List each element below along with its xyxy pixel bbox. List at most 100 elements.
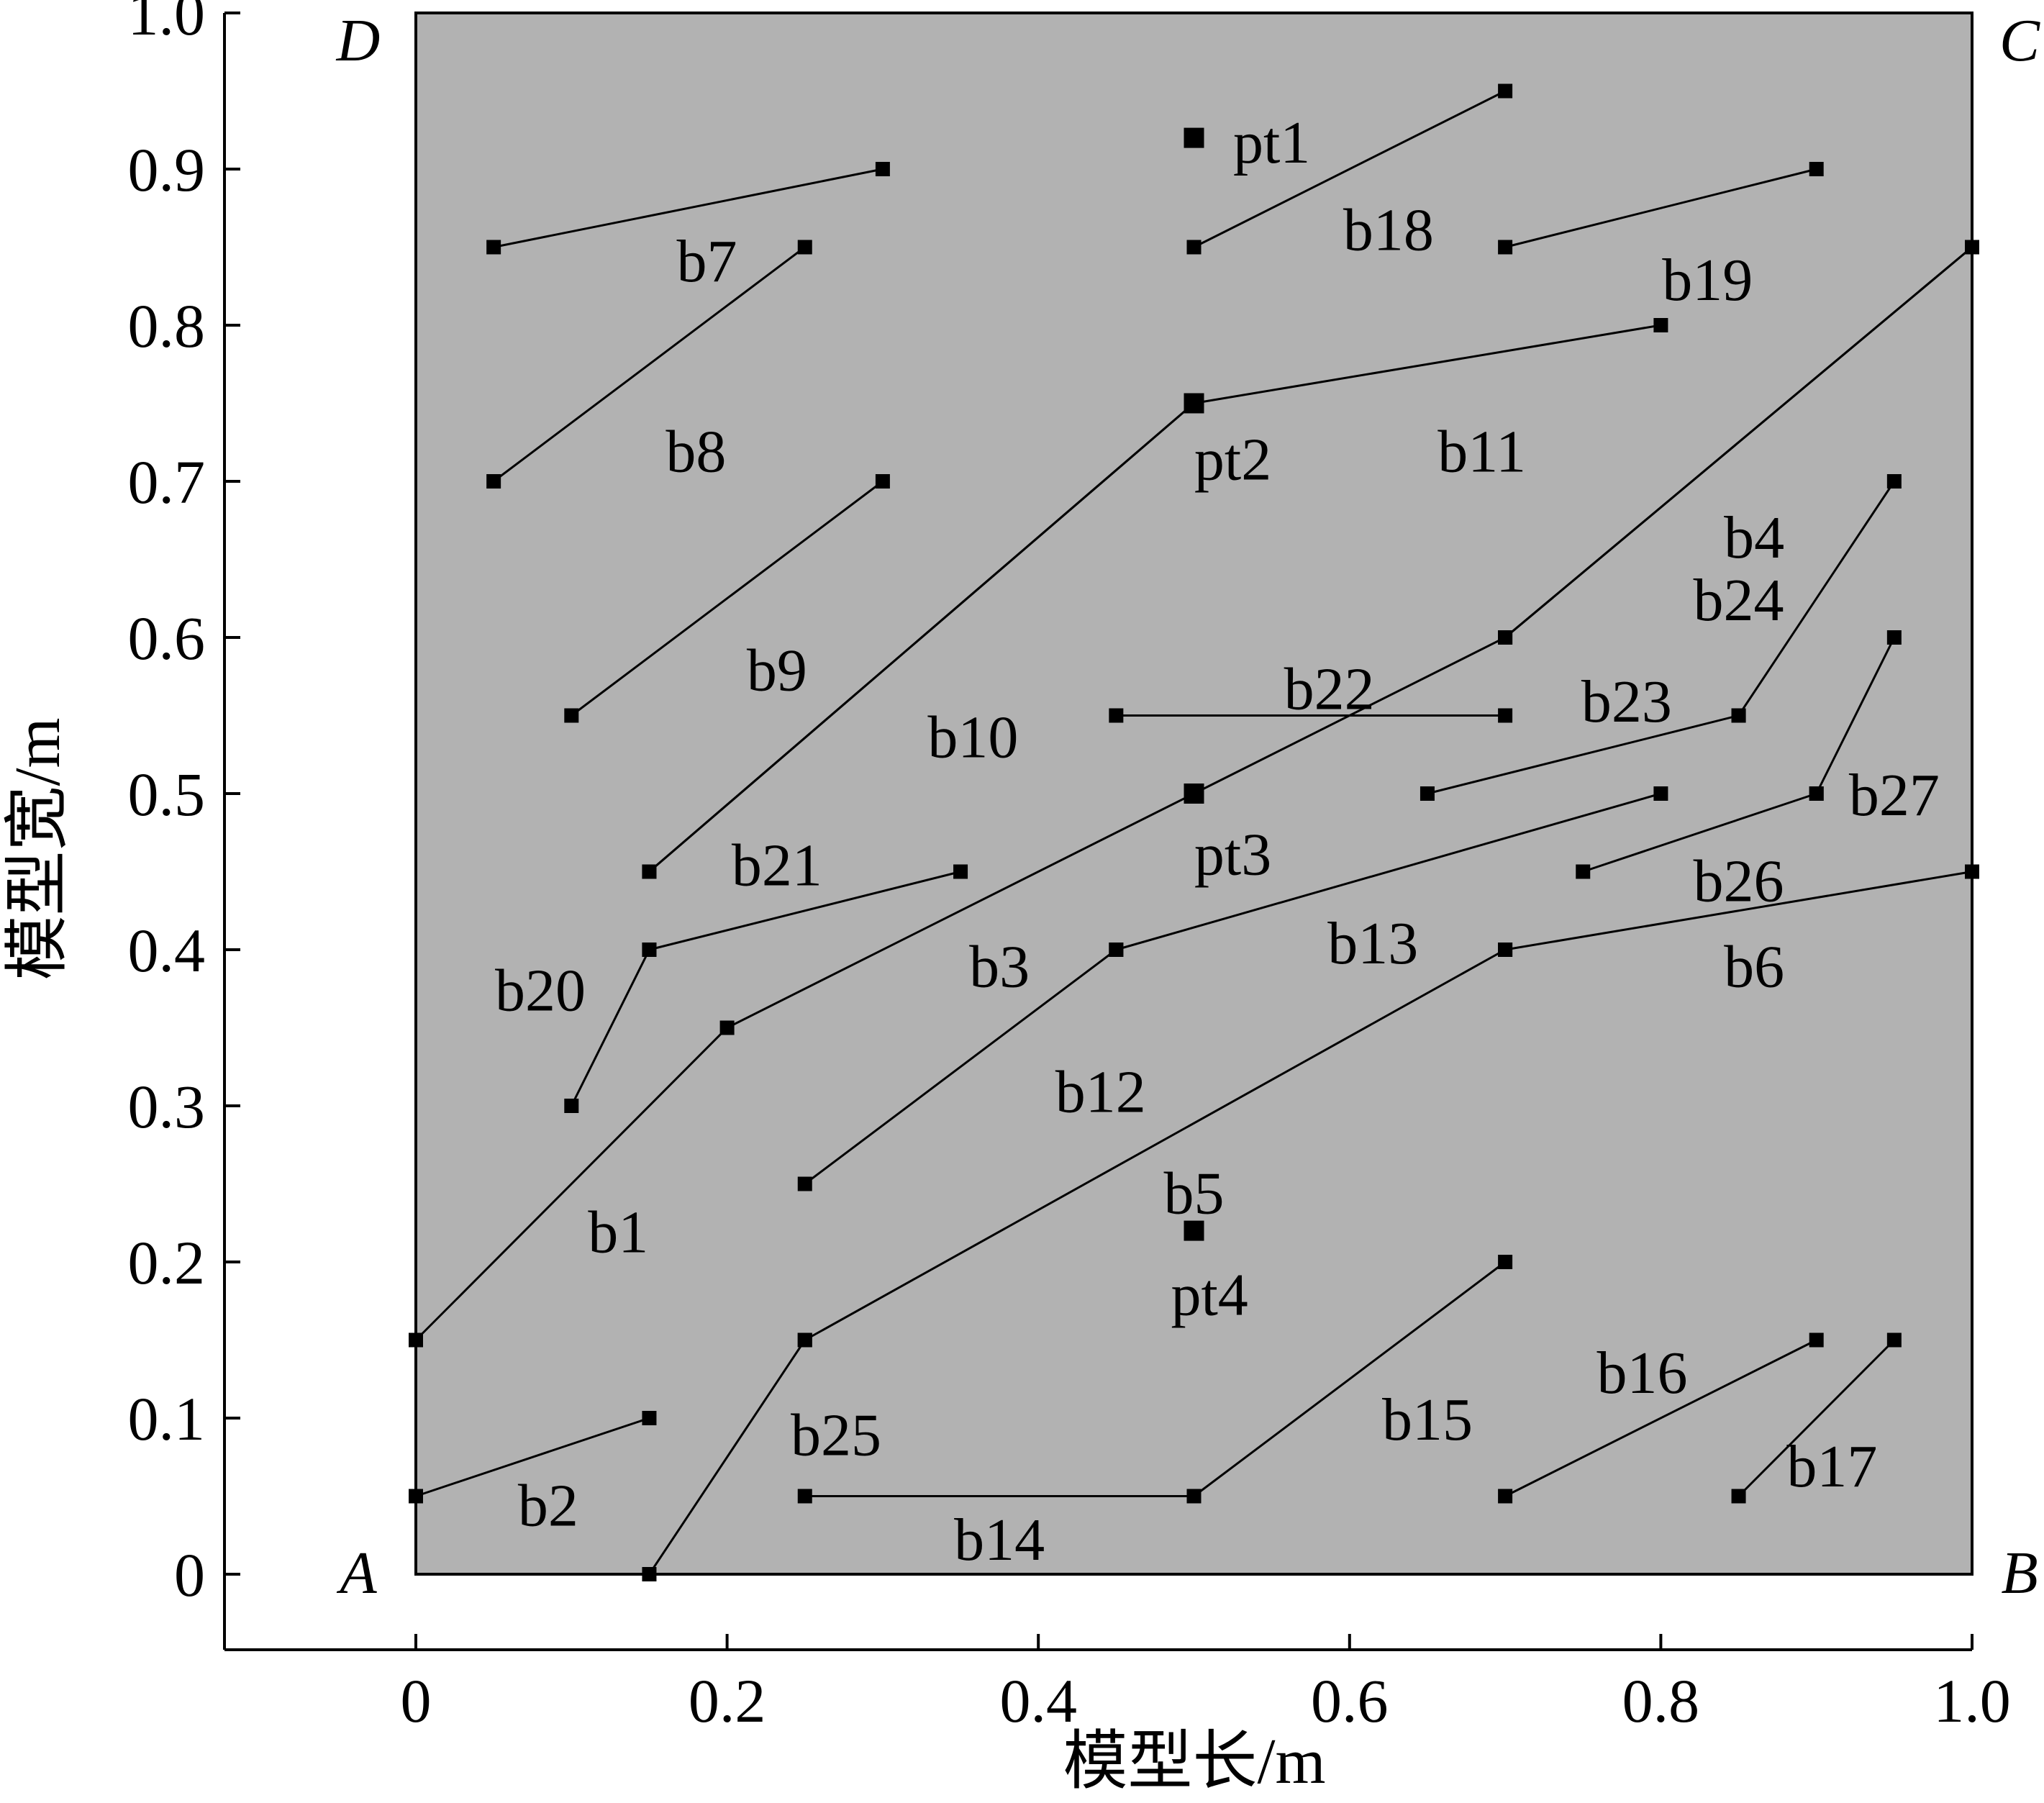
segment-b4 <box>1504 246 1973 639</box>
label-b5: b5 <box>1164 1160 1225 1227</box>
segment-b9 <box>571 480 884 717</box>
y-tick-label-0-1: 0.1 <box>128 1384 206 1453</box>
label-b25: b25 <box>791 1402 881 1469</box>
segment-b7-vertex-1 <box>875 162 890 176</box>
label-b12: b12 <box>1055 1058 1146 1125</box>
point-pt3 <box>1184 784 1204 804</box>
segment-b16 <box>1504 1339 1817 1497</box>
segment-b1-vertex-1 <box>719 1020 735 1035</box>
segment-b24 <box>1738 481 1896 717</box>
segment-b8-vertex-1 <box>797 240 812 255</box>
segment-b11 <box>1194 324 1661 404</box>
label-b22: b22 <box>1284 655 1375 722</box>
segment-b23-vertex-0 <box>1420 786 1435 801</box>
segment-b23 <box>1427 714 1739 795</box>
segment-b24-vertex-0 <box>1731 708 1746 723</box>
segment-b16-vertex-1 <box>1809 1332 1824 1348</box>
y-tick-label-0-5: 0.5 <box>128 760 206 829</box>
segment-labels: b1 b2 b3 b4 b5 b6 b7 b8 b9 b10 b11 b12 b13 b14 b15 b16 b… <box>495 109 1940 1573</box>
label-b21: b21 <box>732 832 822 899</box>
corner-label-c: C <box>1999 7 2040 74</box>
label-b18: b18 <box>1343 196 1434 263</box>
segment-b25-vertex-1 <box>797 1332 812 1348</box>
segment-b13-vertex-0 <box>1109 943 1124 957</box>
point-pt1 <box>1184 127 1204 148</box>
segment-b12-vertex-0 <box>797 1176 812 1191</box>
segment-b13-vertex-1 <box>1653 786 1668 801</box>
label-pt1: pt1 <box>1233 109 1310 176</box>
segment-b8 <box>493 246 806 483</box>
segment-b20-vertex-0 <box>564 1099 579 1113</box>
segment-b14-vertex-0 <box>797 1489 812 1504</box>
segment-b1-vertex-0 <box>409 1332 423 1348</box>
y-tick-label-0-9: 0.9 <box>128 135 206 204</box>
segment-b18-vertex-1 <box>1498 83 1513 99</box>
segment-b6-vertex-1 <box>1965 864 1979 879</box>
label-b15: b15 <box>1382 1386 1473 1453</box>
segment-b22-vertex-0 <box>1109 708 1124 723</box>
segment-b22-vertex-1 <box>1498 708 1513 723</box>
label-b6: b6 <box>1724 934 1784 1001</box>
segment-b6-vertex-0 <box>1498 943 1513 957</box>
y-axis-title: 模型宽/m <box>2 717 73 980</box>
fracture-segments <box>414 90 1973 1575</box>
segment-b17-vertex-1 <box>1886 1332 1902 1348</box>
segment-b26 <box>1582 792 1817 873</box>
segment-b27-vertex-0 <box>1809 786 1824 801</box>
label-b13: b13 <box>1327 910 1418 977</box>
label-b17: b17 <box>1786 1433 1877 1500</box>
segment-b9-vertex-1 <box>875 474 890 489</box>
point-pt2 <box>1184 393 1204 414</box>
label-b1: b1 <box>588 1199 648 1266</box>
segment-b8-vertex-0 <box>486 474 501 489</box>
segment-b10 <box>648 402 1195 873</box>
y-axis-ticks: 0 0.1 0.2 0.3 0.4 0.5 0.6 0.7 0.8 0.9 1.0 <box>128 0 240 1609</box>
x-tick-label-0: 0 <box>401 1666 432 1735</box>
segment-b18-vertex-0 <box>1186 240 1202 255</box>
y-tick-label-0-3: 0.3 <box>128 1072 206 1141</box>
corner-label-a: A <box>336 1540 377 1607</box>
label-b26: b26 <box>1694 848 1784 914</box>
label-b23: b23 <box>1581 668 1672 735</box>
segment-b25 <box>648 1339 806 1575</box>
label-b19: b19 <box>1662 247 1753 314</box>
x-tick-label-0-4: 0.4 <box>999 1666 1077 1735</box>
y-tick-label-1-0: 1.0 <box>128 0 206 48</box>
label-b8: b8 <box>666 419 726 486</box>
label-b10: b10 <box>927 704 1018 771</box>
segment-b27-vertex-1 <box>1886 630 1902 645</box>
monitoring-points <box>1184 127 1204 1241</box>
segment-b4-vertex-1 <box>1965 240 1979 255</box>
segment-b9-vertex-0 <box>564 708 579 723</box>
label-b9: b9 <box>747 637 807 704</box>
segment-b15-vertex-1 <box>1498 1255 1513 1269</box>
y-tick-label-0: 0 <box>174 1540 205 1609</box>
segment-b25-vertex-0 <box>642 1567 657 1581</box>
segment-b11-vertex-1 <box>1653 318 1668 332</box>
segment-b7-vertex-0 <box>486 240 501 255</box>
segment-b21-vertex-0 <box>642 943 657 957</box>
corner-labels: A B C D <box>336 7 2040 1607</box>
point-pt4 <box>1184 1220 1204 1241</box>
segment-b20 <box>570 949 650 1107</box>
x-tick-label-0-8: 0.8 <box>1622 1666 1700 1735</box>
label-b2: b2 <box>518 1472 578 1539</box>
segment-b19-vertex-1 <box>1809 162 1824 176</box>
label-b20: b20 <box>495 957 586 1024</box>
segment-b17 <box>1738 1339 1895 1497</box>
segment-b21-vertex-1 <box>953 864 968 879</box>
label-pt2: pt2 <box>1194 426 1271 493</box>
segment-b2 <box>415 1417 650 1497</box>
label-b14: b14 <box>954 1507 1045 1573</box>
segment-b19-vertex-0 <box>1498 240 1513 255</box>
label-b24: b24 <box>1694 567 1784 634</box>
y-tick-label-0-7: 0.7 <box>128 448 206 517</box>
label-b7: b7 <box>676 228 737 295</box>
segment-b26-vertex-0 <box>1576 864 1591 879</box>
x-axis-ticks: 0 0.2 0.4 0.6 0.8 1.0 <box>401 1634 2011 1735</box>
segment-b18 <box>1193 90 1506 248</box>
label-pt4: pt4 <box>1171 1261 1248 1328</box>
y-tick-label-0-2: 0.2 <box>128 1228 206 1297</box>
segment-b24-vertex-1 <box>1886 474 1902 489</box>
